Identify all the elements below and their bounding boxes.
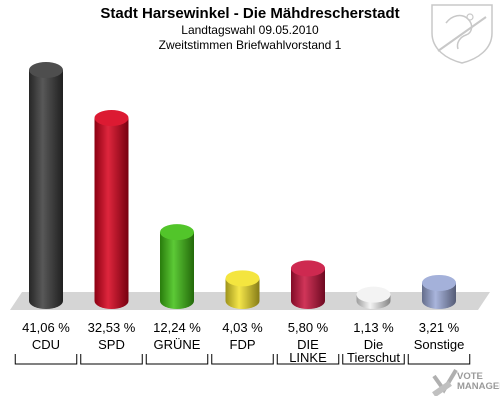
- value-label-fdp: 4,03 %: [222, 320, 263, 335]
- bar-fdp: [225, 270, 260, 309]
- category-bracket-die-tierschut: [342, 354, 405, 365]
- bar-die-linke: [291, 260, 325, 309]
- category-bracket-cdu: [14, 354, 78, 365]
- bar-gr-ne: [160, 224, 194, 309]
- coat-of-arms-icon: [431, 4, 493, 64]
- category-bracket-sonstige: [407, 354, 471, 365]
- chart-subtitle-district: Zweitstimmen Briefwahlvorstand 1: [158, 38, 342, 52]
- category-bracket-gr-ne: [145, 354, 209, 365]
- category-label-die-linke-line2: LINKE: [289, 350, 327, 365]
- bar-die-tierschut: [356, 286, 391, 309]
- bar-sonstige: [422, 274, 456, 309]
- value-label-gr-ne: 12,24 %: [153, 320, 201, 335]
- value-label-spd: 32,53 %: [88, 320, 136, 335]
- category-bracket-spd: [80, 354, 143, 365]
- watermark-line-1: VOTE: [457, 371, 483, 382]
- category-label-die-linke: DIE: [297, 337, 319, 352]
- value-label-die-tierschut: 1,13 %: [353, 320, 394, 335]
- watermark-line-2: MANAGER: [457, 381, 500, 392]
- category-label-die-tierschut-line2: Tierschut: [347, 350, 400, 365]
- bar-spd: [94, 109, 129, 309]
- value-label-cdu: 41,06 %: [22, 320, 70, 335]
- bar-cdu: [29, 62, 63, 309]
- category-label-fdp: FDP: [230, 337, 256, 352]
- category-label-die-tierschut: Die: [364, 337, 384, 352]
- category-bracket-die-linke: [276, 354, 340, 365]
- category-label-sonstige: Sonstige: [414, 337, 465, 352]
- chart-subtitle-election: Landtagswahl 09.05.2010: [181, 23, 319, 37]
- vote-manager-logo-icon: [432, 368, 458, 396]
- category-bracket-fdp: [211, 354, 274, 365]
- category-label-gr-ne: GRÜNE: [154, 337, 201, 352]
- category-label-spd: SPD: [98, 337, 125, 352]
- category-label-cdu: CDU: [32, 337, 60, 352]
- chart-title: Stadt Harsewinkel - Die Mähdrescherstadt: [100, 5, 400, 22]
- value-label-sonstige: 3,21 %: [419, 320, 460, 335]
- value-label-die-linke: 5,80 %: [288, 320, 329, 335]
